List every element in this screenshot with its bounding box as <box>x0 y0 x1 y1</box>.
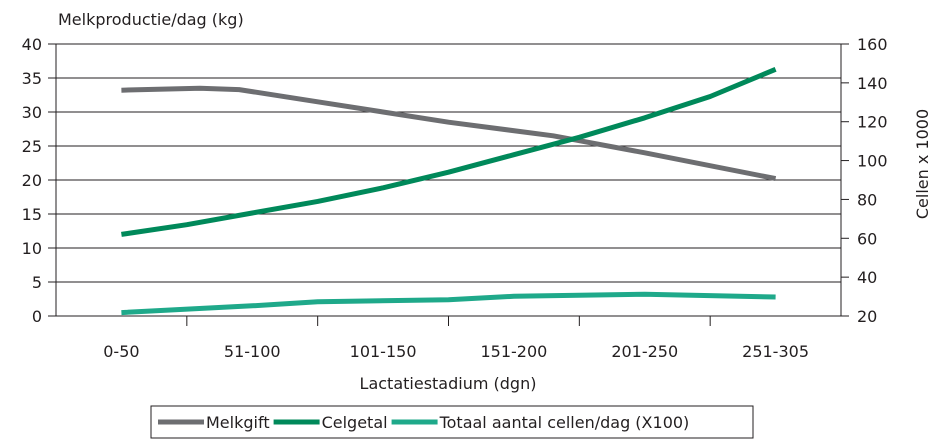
legend: Melkgift Celgetal Totaal aantal cellen/dag… <box>150 405 754 439</box>
x-axis-title: Lactatiestadium (dgn) <box>360 374 537 393</box>
legend-box <box>150 405 754 439</box>
axes <box>48 43 849 326</box>
right-tick-label: 40 <box>857 268 877 287</box>
legend-label: Melkgift <box>206 413 270 432</box>
left-tick-label: 20 <box>22 171 42 190</box>
tick-labels: 0 5 10 15 20 25 30 35 40 20 40 60 80 100 120 140 160 0-50… <box>22 35 888 361</box>
left-tick-label: 15 <box>22 205 42 224</box>
right-tick-label: 140 <box>857 74 888 93</box>
legend-label: Celgetal <box>322 413 388 432</box>
x-tick-label: 151-200 <box>480 342 547 361</box>
legend-label: Totaal aantal cellen/dag (X100) <box>439 413 690 432</box>
right-axis-title: Cellen x 1000 <box>913 109 932 219</box>
left-tick-label: 35 <box>22 69 42 88</box>
right-tick-label: 80 <box>857 190 877 209</box>
right-tick-label: 120 <box>857 113 888 132</box>
left-tick-label: 30 <box>22 103 42 122</box>
series-lines <box>121 66 777 316</box>
x-tick-label: 101-150 <box>350 342 417 361</box>
x-tick-label: 251-305 <box>742 342 809 361</box>
left-tick-label: 5 <box>32 273 42 292</box>
right-tick-label: 20 <box>857 307 877 326</box>
left-axis-title: Melkproductie/dag (kg) <box>58 10 244 29</box>
x-tick-label: 51-100 <box>224 342 281 361</box>
x-tick-label: 0-50 <box>103 342 139 361</box>
left-tick-label: 0 <box>32 307 42 326</box>
x-tick-label: 201-250 <box>611 342 678 361</box>
series-line-3 <box>121 291 776 316</box>
left-tick-label: 25 <box>22 137 42 156</box>
right-tick-label: 100 <box>857 152 888 171</box>
left-tick-label: 10 <box>22 239 42 258</box>
grid-lines <box>56 43 841 283</box>
series-line-2 <box>121 66 777 237</box>
right-tick-label: 60 <box>857 229 877 248</box>
right-tick-label: 160 <box>857 35 888 54</box>
left-tick-label: 40 <box>22 35 42 54</box>
series-line-1 <box>121 85 777 182</box>
